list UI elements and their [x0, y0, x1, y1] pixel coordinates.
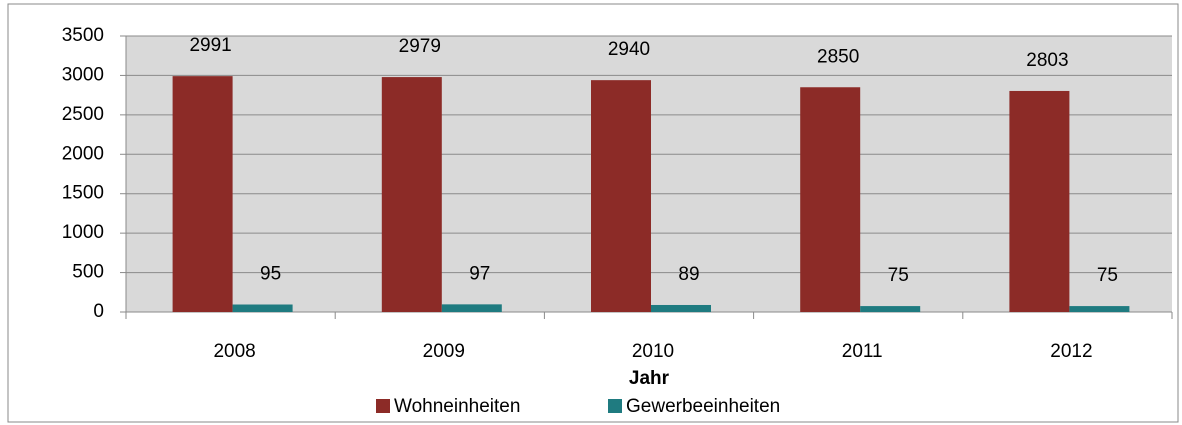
data-label: 2940 — [608, 39, 650, 60]
data-label: 95 — [260, 264, 281, 285]
y-tick-label: 2500 — [62, 104, 104, 125]
legend-label: Gewerbeeinheiten — [626, 396, 780, 417]
legend-swatch — [376, 399, 390, 413]
data-label: 97 — [469, 263, 490, 284]
data-label: 75 — [1097, 265, 1118, 286]
y-tick-label: 1500 — [62, 183, 104, 204]
x-tick-label: 2008 — [213, 341, 255, 362]
data-label: 2991 — [189, 35, 231, 56]
bar — [1069, 306, 1130, 312]
bar — [232, 304, 293, 312]
bar — [381, 77, 442, 313]
y-tick-label: 0 — [93, 301, 104, 322]
bar — [651, 304, 711, 312]
data-label: 89 — [678, 264, 699, 285]
y-tick-label: 3500 — [62, 25, 104, 46]
bar — [172, 76, 233, 313]
legend-swatch — [608, 399, 622, 413]
x-axis-title: Jahr — [629, 368, 670, 389]
bar — [860, 306, 921, 312]
data-label: 2850 — [817, 46, 859, 67]
y-tick-label: 500 — [72, 262, 104, 283]
legend-label: Wohneinheiten — [394, 396, 520, 417]
bar — [1009, 90, 1070, 312]
x-tick-label: 2010 — [632, 341, 674, 362]
data-label: 75 — [888, 265, 909, 286]
data-label: 2979 — [399, 36, 441, 57]
x-tick-label: 2011 — [842, 341, 883, 362]
x-tick-label: 2012 — [1050, 341, 1092, 362]
data-label: 2803 — [1026, 50, 1068, 71]
y-tick-label: 2000 — [62, 143, 104, 164]
y-tick-label: 1000 — [62, 222, 104, 243]
bar — [591, 80, 651, 312]
y-tick-label: 3000 — [62, 64, 104, 85]
bar — [800, 87, 861, 312]
x-tick-label: 2009 — [423, 341, 465, 362]
bar — [441, 304, 502, 312]
